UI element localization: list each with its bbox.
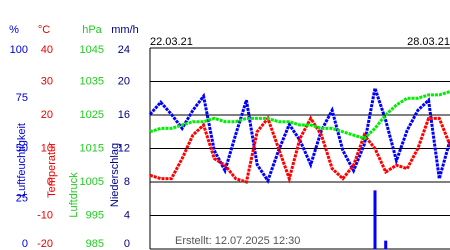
data-line [149, 115, 450, 184]
y-tick-label: 0 [47, 176, 53, 188]
axis-label: Luftdruck [68, 172, 80, 218]
y-tick-label: 16 [118, 109, 130, 121]
y-tick-label: 8 [124, 176, 130, 188]
y-tick-label: 20 [41, 109, 53, 121]
y-tick-label: 1035 [80, 75, 104, 87]
y-tick-label: 0 [124, 238, 130, 250]
y-tick-label: 40 [41, 44, 53, 56]
precip-bar [373, 190, 377, 249]
y-tick-label: 4 [124, 209, 130, 221]
y-tick-label: -20 [37, 238, 53, 250]
y-tick-label: 12 [118, 142, 130, 154]
y-tick-label: 1015 [80, 142, 104, 154]
y-tick-label: 50 [16, 142, 28, 154]
y-tick-label: 20 [118, 75, 130, 87]
y-tick-label: 25 [16, 193, 28, 205]
axis-label: Luftfeuchtigkeit [16, 123, 28, 197]
y-tick-label: -10 [37, 209, 53, 221]
data-line [149, 90, 450, 141]
axis-label: Temperatur [46, 142, 58, 198]
y-tick-label: 30 [41, 75, 53, 87]
x-tick-label: 22.03.21 [150, 36, 193, 48]
precip-bar [384, 240, 388, 249]
axis-label: Niederschlag [109, 143, 121, 207]
y-tick-label: 1005 [80, 176, 104, 188]
y-tick-label: 985 [86, 238, 104, 250]
y-tick-label: 10 [41, 142, 53, 154]
footnote: Erstellt: 12.07.2025 12:30 [175, 235, 300, 247]
x-tick-label: 28.03.21 [407, 36, 450, 48]
axis-unit: mm/h [111, 24, 139, 36]
y-tick-label: 0 [22, 238, 28, 250]
axis-unit: % [9, 24, 19, 36]
y-tick-label: 100 [10, 44, 28, 56]
y-tick-label: 24 [118, 44, 130, 56]
y-tick-label: 75 [16, 92, 28, 104]
y-tick-label: 1025 [80, 109, 104, 121]
axis-unit: °C [38, 24, 50, 36]
axis-unit: hPa [82, 24, 102, 36]
y-tick-label: 1045 [80, 44, 104, 56]
y-tick-label: 995 [86, 209, 104, 221]
